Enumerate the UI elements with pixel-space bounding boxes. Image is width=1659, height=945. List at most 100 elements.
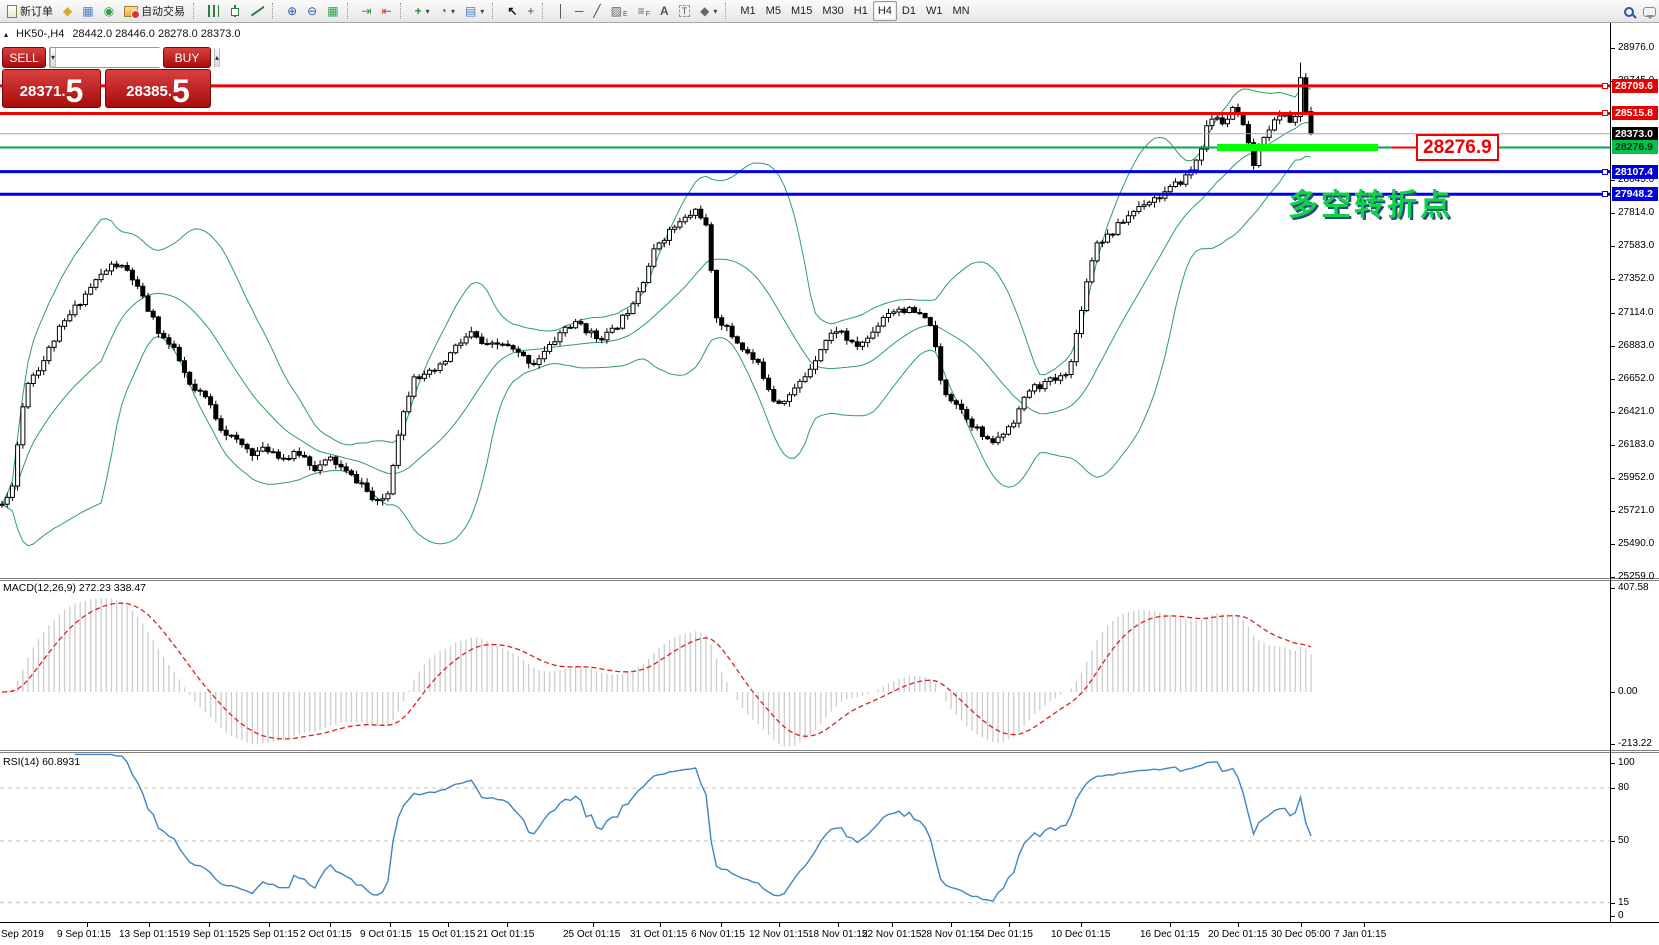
tf-m30-button[interactable]: M30 [817,1,848,21]
time-axis[interactable]: Sep 2019 9 Sep 01:15 13 Sep 01:15 19 Sep 01… [0,922,1659,945]
sell-button[interactable]: SELL [2,47,46,68]
periods-button[interactable]: ◔ ▾ [435,1,460,21]
toolbar-separator [399,3,407,19]
signals-icon: ◉ [103,4,115,18]
profiles-button[interactable]: ◆ [58,1,77,21]
zoom-out-button[interactable]: ⊖ [302,1,322,21]
symbol-ohlc-line: ▴ HK50-,H4 28442.0 28446.0 28278.0 28373… [4,28,241,40]
channel-button[interactable]: ▨ E [606,1,633,21]
line-connector-square [1602,110,1608,117]
tf-m5-label: M5 [765,5,781,17]
toolbar-right [1624,0,1656,23]
bar-chart-icon [208,5,220,17]
macd-panel [1,598,1312,747]
dropdown-caret-icon: ▾ [713,6,718,16]
macd-histogram [6,598,1312,747]
rsi-axis-label: 50 [1618,835,1630,846]
market-watch-icon: ▦ [82,4,94,18]
price-tick-mark [1611,279,1615,281]
volume-decrease-button[interactable]: ▾ [50,48,57,67]
tf-m30-label: M30 [822,5,844,17]
bar-chart-button[interactable] [203,1,224,21]
fibonacci-button[interactable]: ≡ F [633,1,655,21]
buy-button[interactable]: BUY [163,47,211,68]
time-axis-tick [838,923,839,927]
volume-increase-button[interactable]: ▴ [214,48,221,67]
buy-price-box[interactable]: 28385. 5 [105,69,211,108]
trendline-button[interactable]: ╱ [588,1,605,21]
search-icon[interactable] [1624,6,1634,17]
autotrading-button[interactable]: 自动交易 [119,1,190,21]
sell-price-box[interactable]: 28371. 5 [2,69,101,108]
chat-icon[interactable] [1643,6,1656,19]
tf-d1-label: D1 [901,5,916,17]
tf-m5-button[interactable]: M5 [761,1,786,21]
tf-m1-label: M1 [740,5,756,17]
tf-m1-button[interactable]: M1 [735,1,760,21]
new-order-button[interactable]: 新订单 [2,1,58,21]
price-axis[interactable]: 28976.028745.028045.027814.027583.027352… [1602,0,1659,945]
chart-shift-icon: ⇤ [381,4,392,18]
tf-w1-button[interactable]: W1 [921,1,948,21]
vertical-line-icon: │ [557,4,565,18]
horizontal-line-button[interactable]: ─ [570,1,589,21]
volume-stepper: ▾ ▴ [49,47,221,68]
line-chart-button[interactable] [246,1,269,21]
price-line-label: 28515.8 [1612,106,1658,121]
signals-button[interactable]: ◉ [99,1,119,21]
toolbar: 新订单 ◆ ▦ ◉ 自动交易 ⊕ ⊖ ▦ ⇥ ⇤ + ▾ ◔ ▾ ▤ ▾ ↖ + │ ─ ╱ ▨ E ≡ F A T ◆ ▾ M1 M5 M1… [0,0,1659,23]
crosshair-button[interactable]: + [522,1,539,21]
chart-shift-button[interactable]: ⇤ [377,1,397,21]
price-tick-label: 27352.0 [1618,273,1655,285]
rsi-axis-label: 100 [1618,757,1635,768]
time-axis-tick [448,923,449,927]
toolbar-separator [542,3,549,19]
time-axis-label: 15 Oct 01:15 [418,929,476,940]
tf-mn-button[interactable]: MN [947,1,974,21]
price-tick-mark [1611,577,1615,578]
zoom-in-icon: ⊕ [287,4,298,18]
line-connector-square [1602,82,1608,89]
macd-axis-label: 407.58 [1618,582,1649,593]
time-axis-label: 6 Nov 01:15 [691,929,745,940]
market-watch-button[interactable]: ▦ [77,1,98,21]
auto-scroll-button[interactable]: ⇥ [357,1,377,21]
trade-prices-row: 28371. 5 28385. 5 [2,69,211,108]
macd-tick-mark [1611,744,1615,745]
cursor-button[interactable]: ↖ [502,1,522,21]
time-axis-tick [951,923,952,927]
time-axis-tick [390,923,391,927]
time-axis-label: 4 Dec 01:15 [979,929,1033,940]
time-axis-label: 19 Sep 01:15 [179,929,239,940]
toolbar-separator [725,3,732,19]
time-axis-tick [660,923,661,927]
tf-h4-button[interactable]: H4 [872,1,897,21]
label-button[interactable]: T [674,1,696,21]
price-tick-mark [1611,544,1615,546]
time-axis-label: 25 Sep 01:15 [239,929,299,940]
price-tick-mark [1611,213,1615,215]
templates-button[interactable]: ▤ ▾ [460,1,489,21]
periods-icon: ◔ [439,4,447,18]
tf-h1-button[interactable]: H1 [849,1,873,21]
vertical-line-button[interactable]: │ [552,1,570,21]
highlight-line-segment [1217,144,1378,151]
time-axis-label: 20 Dec 01:15 [1208,929,1268,940]
channel-icon: ▨ [610,4,622,18]
indicators-button[interactable]: + ▾ [410,1,435,21]
tf-d1-button[interactable]: D1 [897,1,921,21]
time-axis-tick [209,923,210,927]
price-tick-label: 26652.0 [1618,372,1655,384]
tile-windows-button[interactable]: ▦ [322,1,343,21]
tf-m15-button[interactable]: M15 [786,1,817,21]
buy-price-int: 28385 [126,83,168,100]
text-button[interactable]: A [655,1,674,21]
sell-price-dec: 5 [65,73,84,109]
price-tick-label: 25952.0 [1618,472,1655,484]
arrows-button[interactable]: ◆ ▾ [695,1,722,21]
bollinger-upper-band [1,88,1312,505]
line-connector-square [1602,168,1608,175]
zoom-in-button[interactable]: ⊕ [282,1,302,21]
candle-chart-button[interactable] [224,1,246,21]
